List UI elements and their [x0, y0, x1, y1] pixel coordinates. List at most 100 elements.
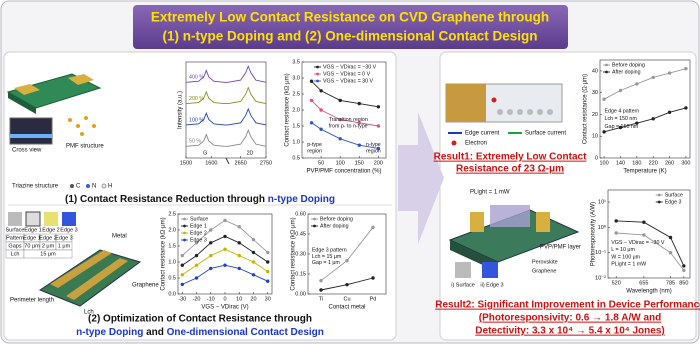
data-point — [237, 241, 241, 245]
arrow — [398, 112, 444, 244]
annotation: G — [203, 151, 207, 157]
label: Edge 3 — [60, 227, 77, 233]
y-tick-label: 1.0 — [292, 139, 300, 145]
y-tick-label: 40 — [592, 68, 598, 74]
device-side — [8, 92, 36, 114]
table-text: 2 μm — [42, 243, 55, 249]
x-tick-label: -20 — [193, 296, 201, 302]
pattern — [455, 262, 471, 278]
x-tick-label: 180 — [632, 160, 641, 166]
table-text: Lch — [11, 251, 20, 257]
y-tick-label: 0.60 — [295, 211, 306, 217]
x-tick-label: 655 — [639, 280, 648, 286]
x-tick-label: 140 — [616, 160, 625, 166]
data-point — [635, 82, 639, 86]
label: PVP/PMF layer — [540, 245, 581, 251]
caption: (2) Optimization of Contact Resistance t… — [88, 314, 312, 325]
legend-marker — [313, 217, 316, 221]
x-tick-label: 10 — [236, 296, 242, 302]
data-point — [194, 253, 199, 258]
label: Edge 1 — [24, 227, 41, 233]
y-tick-label: 2.0 — [168, 227, 176, 233]
annotation: Lch = 15 μm — [312, 254, 342, 260]
legend-marker — [316, 65, 319, 69]
data-point — [180, 282, 184, 287]
data-point — [223, 247, 227, 251]
x-axis-label: Temperature (K) — [623, 169, 666, 175]
y-tick-label: 10⁻² — [595, 275, 606, 281]
data-point — [251, 237, 256, 242]
y-tick-label: 3.0 — [292, 75, 300, 81]
data-point — [684, 67, 688, 71]
result: Detectivity: 3.3 x 10⁴ → 5.4 x 10⁴ Jones… — [475, 326, 664, 337]
x-tick-label: -10 — [207, 296, 215, 302]
legend-label: Before doping — [320, 216, 353, 222]
metal — [446, 84, 486, 122]
data-point — [319, 89, 323, 93]
y-axis-label: Contact resistance (kΩ·μm) — [291, 217, 297, 290]
label: C — [76, 184, 81, 190]
label: Perimeter length — [10, 298, 54, 304]
data-point — [602, 130, 606, 134]
data-point — [237, 225, 241, 229]
table-text: 15 μm — [40, 251, 56, 257]
x-tick-label: 1600 — [205, 160, 217, 166]
contact — [470, 212, 484, 232]
annotation: n-type — [366, 142, 381, 148]
caption-part: (1) Contact Resistance Reduction through — [65, 194, 268, 205]
legend-label: After doping — [612, 69, 641, 75]
annotation: Gap = 1 μm — [312, 260, 341, 266]
result: Resistance of 23 Ω-μm — [456, 164, 564, 175]
legend-label: Edge 1 — [190, 223, 207, 229]
legend-marker — [657, 193, 661, 197]
x-tick-label: -30 — [178, 296, 186, 302]
label: Surface current — [525, 131, 566, 137]
table-text: Edge 2 — [39, 235, 56, 241]
y-axis-label: Intensity (a.u.) — [178, 91, 184, 129]
data-point — [319, 127, 323, 131]
caption: (1) Contact Resistance Reduction through… — [65, 194, 335, 205]
y-tick-label: 2.5 — [168, 211, 176, 217]
metal — [50, 250, 112, 288]
x-tick-label: 150 — [355, 160, 364, 166]
y-axis-label: Contact resistance (kΩ·μm) — [161, 217, 167, 290]
table-text: 1 μm — [58, 243, 71, 249]
data-point — [682, 264, 686, 268]
data-point — [635, 121, 639, 125]
caption-part: n-type Doping — [76, 327, 143, 338]
annotation: 2D — [247, 151, 254, 157]
data-point — [180, 273, 184, 277]
y-tick-label: 2.0 — [292, 107, 300, 113]
data-point — [338, 137, 342, 141]
x-tick-label: 260 — [665, 160, 674, 166]
series-label: 400 % — [189, 75, 204, 81]
data-point — [602, 97, 606, 101]
series-line — [603, 107, 687, 133]
data-point — [251, 273, 256, 277]
x-tick-label: Pd — [370, 296, 377, 302]
data-point — [266, 250, 270, 255]
series-line — [603, 68, 687, 100]
result: Result1: Extremely Low Contact — [434, 152, 587, 163]
label: Graphene — [532, 268, 556, 274]
caption: n-type Doping and One-dimensional Contac… — [76, 327, 324, 338]
data-point — [338, 117, 342, 122]
y-tick-label: 30 — [592, 90, 598, 96]
legend-marker — [183, 231, 186, 235]
label: H — [108, 184, 112, 190]
y-tick-label: 2.5 — [292, 91, 300, 97]
atom-key — [101, 183, 107, 189]
data-point — [371, 225, 375, 230]
table-text: Pattern — [6, 235, 24, 241]
label: Electron — [465, 141, 487, 147]
data-point — [614, 231, 618, 235]
y-tick-label: 0.15 — [295, 271, 306, 277]
data-point — [618, 125, 623, 130]
y-tick-label: 0 — [595, 155, 598, 161]
label: PMF structure — [66, 144, 104, 150]
label: Cross view — [12, 148, 42, 154]
plot-frame — [185, 61, 267, 159]
contact — [14, 84, 40, 95]
pmf-molecules — [68, 116, 96, 136]
